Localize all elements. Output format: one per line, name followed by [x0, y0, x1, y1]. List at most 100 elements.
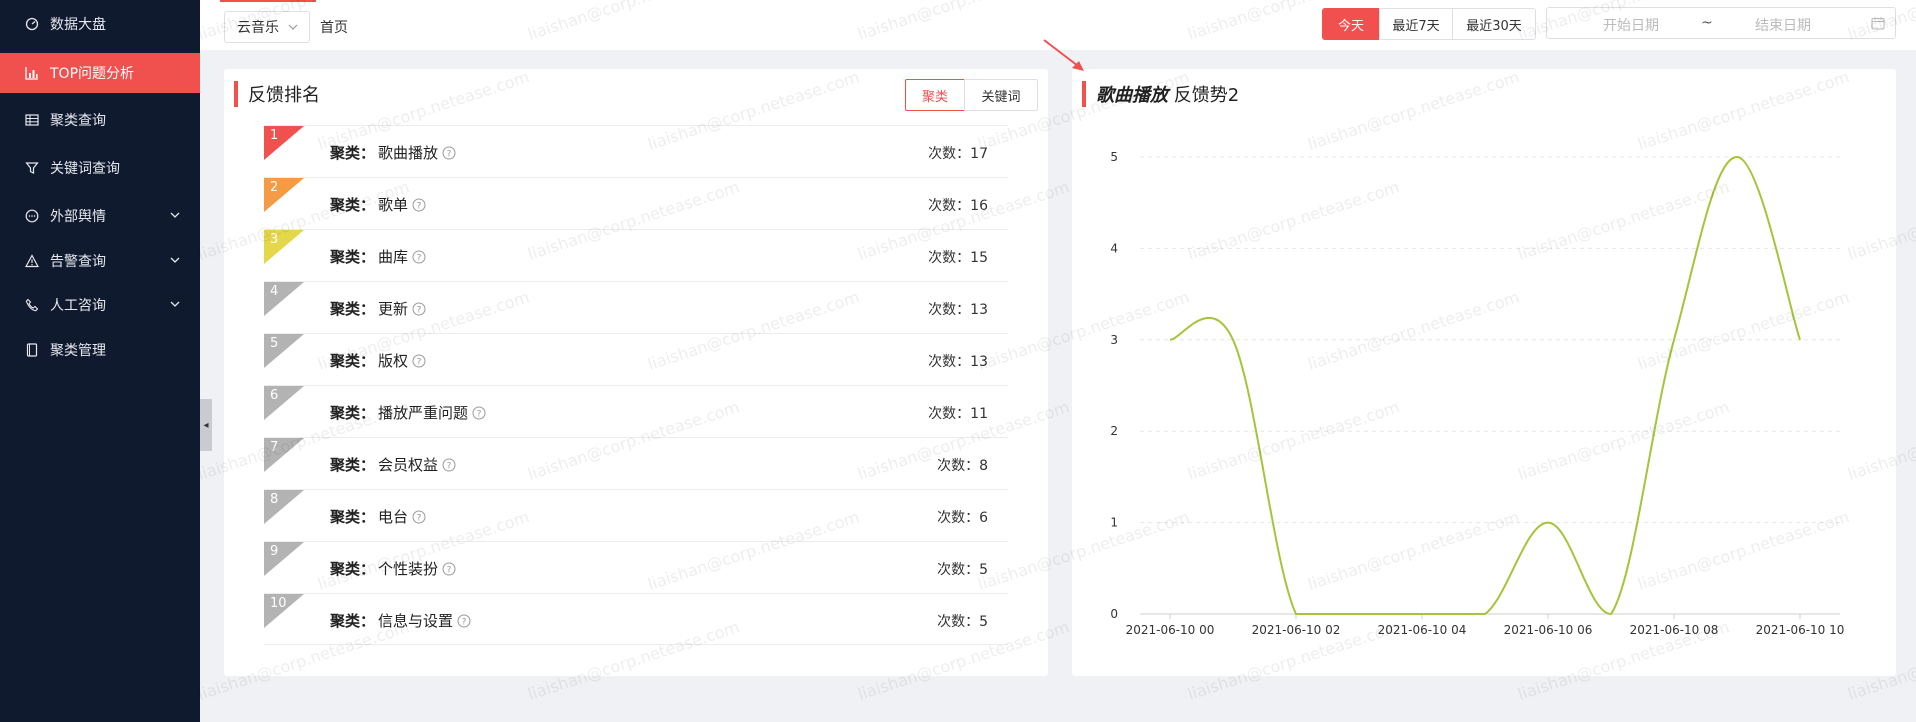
rank-badge: 8 [264, 490, 304, 524]
count-value: 11 [970, 406, 988, 422]
row-label: 聚类： [330, 144, 376, 162]
collapse-arrow-icon: ◂ [203, 419, 209, 431]
sidebar-item-label: 人工咨询 [50, 298, 106, 314]
sidebar-item-cluster-query[interactable]: 聚类查询 [0, 100, 200, 140]
rank-badge: 1 [264, 126, 304, 160]
ranking-row[interactable]: 5 聚类： 版权? 次数：13 [264, 333, 1008, 385]
ranking-row[interactable]: 1 聚类： 歌曲播放? 次数：17 [264, 125, 1008, 177]
row-cluster-name: 歌曲播放? [378, 142, 456, 163]
count-value: 15 [970, 250, 988, 266]
date-range-picker[interactable]: 开始日期 ~ 结束日期 [1546, 7, 1896, 39]
card-accent-bar [1082, 81, 1086, 107]
sidebar-item-cluster-manage[interactable]: 聚类管理 [0, 330, 200, 370]
svg-text:?: ? [447, 566, 452, 576]
row-cluster-name: 信息与设置? [378, 610, 471, 631]
cluster-name: 歌曲播放 [378, 144, 439, 162]
y-tick-label: 2 [1110, 424, 1118, 438]
start-date-input[interactable]: 开始日期 [1603, 18, 1659, 34]
row-count: 次数：11 [928, 403, 988, 423]
ranking-row[interactable]: 6 聚类： 播放严重问题? 次数：11 [264, 385, 1008, 437]
help-icon[interactable]: ? [412, 302, 426, 316]
row-count: 次数：8 [937, 455, 988, 475]
ranking-row[interactable]: 8 聚类： 电台? 次数：6 [264, 489, 1008, 541]
count-prefix: 次数： [928, 302, 971, 318]
sidebar-item-label: 外部舆情 [50, 209, 106, 225]
x-tick-label: 2021-06-10 10 [1756, 623, 1845, 637]
range-30days-button[interactable]: 最近30天 [1452, 8, 1536, 40]
ranking-row[interactable]: 9 聚类： 个性装扮? 次数：5 [264, 541, 1008, 593]
row-label: 聚类： [330, 612, 376, 630]
trend-line-chart: 0 1 2 3 4 5 2021-06-10 00 2021-06-10 02 2021-06-… [1110, 150, 1845, 637]
x-tick-label: 2021-06-10 06 [1504, 623, 1593, 637]
breadcrumb[interactable]: 首页 [320, 20, 348, 36]
row-label: 聚类： [330, 352, 376, 370]
filter-icon [24, 160, 40, 176]
x-tick-label: 2021-06-10 04 [1378, 623, 1467, 637]
sidebar-item-dashboard[interactable]: 数据大盘 [0, 4, 200, 44]
sidebar-item-top-analysis[interactable]: TOP问题分析 [0, 53, 200, 93]
row-cluster-name: 会员权益? [378, 454, 456, 475]
bar-chart-icon [24, 65, 40, 81]
range-today-button[interactable]: 今天 [1322, 8, 1380, 40]
ranking-row[interactable]: 10 聚类： 信息与设置? 次数：5 [264, 593, 1008, 645]
sidebar-item-label: 数据大盘 [50, 17, 106, 33]
sidebar-item-manual-consult[interactable]: 人工咨询 [0, 285, 200, 325]
rank-number: 9 [270, 544, 279, 559]
help-icon[interactable]: ? [472, 406, 486, 420]
toggle-cluster-button[interactable]: 聚类 [905, 79, 965, 111]
sidebar-item-external-opinion[interactable]: 外部舆情 [0, 196, 200, 236]
toggle-keyword-button[interactable]: 关键词 [964, 79, 1038, 111]
ranking-row[interactable]: 2 聚类： 歌单? 次数：16 [264, 177, 1008, 229]
help-icon[interactable]: ? [457, 614, 471, 628]
help-icon[interactable]: ? [442, 146, 456, 160]
feedback-trend-card: 歌曲播放 反馈势2 0 1 2 3 4 5 2021-06-10 00 2021-06-10 … [1072, 69, 1896, 676]
rank-number: 5 [270, 336, 279, 351]
ranking-row[interactable]: 3 聚类： 曲库? 次数：15 [264, 229, 1008, 281]
count-prefix: 次数： [928, 354, 971, 370]
help-icon[interactable]: ? [442, 562, 456, 576]
svg-text:?: ? [477, 410, 482, 420]
app-select[interactable]: 云音乐 [224, 11, 310, 43]
ranking-row[interactable]: 7 聚类： 会员权益? 次数：8 [264, 437, 1008, 489]
row-cluster-name: 版权? [378, 350, 426, 371]
help-icon[interactable]: ? [412, 250, 426, 264]
row-count: 次数：6 [937, 507, 988, 527]
cluster-name: 信息与设置 [378, 612, 454, 630]
sidebar-item-keyword-query[interactable]: 关键词查询 [0, 148, 200, 188]
rank-badge: 2 [264, 178, 304, 212]
help-icon[interactable]: ? [412, 198, 426, 212]
row-count: 次数：17 [928, 143, 988, 163]
count-prefix: 次数： [937, 458, 980, 474]
x-tick-label: 2021-06-10 08 [1630, 623, 1719, 637]
count-prefix: 次数： [928, 198, 971, 214]
row-label: 聚类： [330, 300, 376, 318]
count-value: 17 [970, 146, 988, 162]
sidebar-item-alert-query[interactable]: 告警查询 [0, 241, 200, 281]
svg-text:?: ? [447, 462, 452, 472]
count-prefix: 次数： [928, 146, 971, 162]
count-value: 8 [979, 458, 988, 474]
help-icon[interactable]: ? [442, 458, 456, 472]
trend-title-suffix: 反馈势2 [1168, 85, 1240, 106]
rank-badge: 6 [264, 386, 304, 420]
row-count: 次数：5 [937, 611, 988, 631]
sidebar-collapse-handle[interactable]: ◂ [200, 399, 212, 451]
series-line [1169, 155, 1801, 616]
ranking-row[interactable]: 4 聚类： 更新? 次数：13 [264, 281, 1008, 333]
count-prefix: 次数： [937, 614, 980, 630]
count-prefix: 次数： [937, 510, 980, 526]
svg-text:?: ? [417, 202, 422, 212]
end-date-input[interactable]: 结束日期 [1755, 18, 1811, 34]
row-cluster-name: 个性装扮? [378, 558, 456, 579]
active-tab-indicator [220, 0, 316, 2]
feedback-ranking-card: 反馈排名 聚类 关键词 1 聚类： 歌曲播放? 次数：17 2 聚类： 歌单? 次数：16 3 聚… [224, 69, 1048, 676]
chevron-down-icon [170, 301, 180, 307]
help-icon[interactable]: ? [412, 354, 426, 368]
rank-number: 10 [270, 596, 287, 611]
annotation-arrow [1043, 39, 1084, 71]
help-icon[interactable]: ? [412, 510, 426, 524]
cluster-name: 个性装扮 [378, 560, 439, 578]
cluster-name: 更新 [378, 300, 409, 318]
range-7days-button[interactable]: 最近7天 [1379, 8, 1453, 40]
cluster-name: 电台 [378, 508, 409, 526]
